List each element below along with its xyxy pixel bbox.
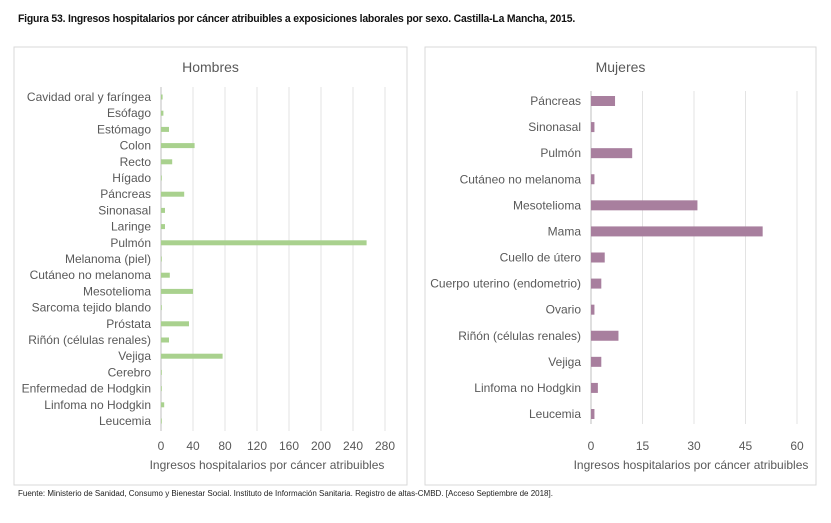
bar — [591, 278, 602, 289]
category-label: Mesotelioma — [513, 198, 581, 212]
figure-title: Figura 53. Ingresos hospitalarios por cá… — [18, 13, 576, 25]
x-tick-label: 30 — [687, 439, 701, 453]
x-tick-label: 45 — [739, 439, 753, 453]
category-label: Páncreas — [530, 94, 581, 108]
category-label: Próstata — [106, 317, 151, 331]
bar — [161, 224, 165, 230]
bar — [161, 386, 162, 392]
category-label: Cuerpo uterino (endometrio) — [430, 277, 581, 291]
category-label: Mesotelioma — [83, 284, 151, 298]
category-label: Cerebro — [108, 365, 152, 379]
bar — [161, 126, 169, 132]
bar — [591, 226, 763, 237]
bar — [161, 288, 193, 294]
bar — [591, 200, 698, 211]
panel-title: Mujeres — [596, 59, 646, 75]
x-tick-label: 280 — [375, 439, 395, 453]
category-label: Laringe — [111, 220, 151, 234]
bar — [591, 96, 616, 106]
category-label: Vejiga — [548, 355, 581, 369]
x-tick-label: 80 — [218, 439, 232, 453]
category-label: Pulmón — [540, 146, 581, 160]
bar — [161, 110, 164, 116]
category-label: Mama — [548, 224, 582, 238]
category-label: Linfoma no Hodgkin — [44, 398, 151, 412]
bar — [591, 304, 595, 315]
bar — [161, 418, 162, 424]
category-label: Riñón (células renales) — [458, 329, 581, 343]
panel-border — [424, 46, 817, 486]
category-label: Recto — [120, 155, 152, 169]
category-label: Sinonasal — [98, 203, 151, 217]
category-label: Enfermedad de Hodgkin — [22, 382, 151, 396]
bar — [161, 94, 163, 100]
bar — [161, 256, 162, 262]
bar — [591, 356, 602, 367]
category-label: Sinonasal — [528, 120, 581, 134]
x-tick-label: 120 — [247, 439, 267, 453]
bar — [161, 305, 162, 311]
panel-title: Hombres — [182, 59, 239, 75]
bar — [161, 353, 223, 359]
category-label: Estómago — [97, 122, 151, 136]
bar — [591, 174, 595, 185]
source-note: Fuente: Ministerio de Sanidad, Consumo y… — [18, 489, 553, 498]
category-label: Cutáneo no melanoma — [460, 172, 582, 186]
x-tick-label: 240 — [343, 439, 363, 453]
bar — [591, 382, 598, 393]
panel-hombres: Hombres 0 40 80 120 160 200 240 280 Cavidad oral … — [13, 46, 408, 486]
category-label: Sarcoma tejido blando — [32, 301, 152, 315]
bar — [161, 207, 165, 213]
category-label: Hígado — [112, 171, 151, 185]
bar — [161, 321, 189, 327]
x-tick-label: 200 — [311, 439, 331, 453]
bar — [161, 402, 165, 408]
bar — [161, 272, 170, 278]
x-tick-label: 40 — [186, 439, 200, 453]
category-label: Melanoma (piel) — [65, 252, 151, 266]
category-label: Ovario — [546, 303, 582, 317]
panel-mujeres: Mujeres 0 15 30 45 60 Páncreas Sinonasal Pulmón C… — [424, 46, 817, 486]
bar — [591, 252, 605, 263]
category-label: Pulmón — [110, 236, 151, 250]
x-axis-label: Ingresos hospitalarios por cáncer atribu… — [150, 458, 385, 472]
bar — [591, 122, 595, 133]
category-label: Leucemia — [529, 407, 581, 421]
bar — [161, 143, 195, 149]
category-label: Leucemia — [99, 414, 151, 428]
bar — [161, 191, 185, 197]
x-tick-label: 60 — [790, 439, 804, 453]
category-label: Linfoma no Hodgkin — [474, 381, 581, 395]
category-label: Cavidad oral y faríngea — [27, 90, 151, 104]
bar — [591, 148, 633, 159]
bar — [161, 240, 367, 246]
category-label: Páncreas — [100, 187, 151, 201]
bar — [161, 337, 169, 343]
bar — [591, 330, 619, 341]
panel-border — [13, 46, 408, 486]
x-tick-label: 0 — [158, 439, 165, 453]
x-tick-label: 160 — [279, 439, 299, 453]
category-label: Vejiga — [118, 349, 151, 363]
bar — [161, 175, 162, 181]
x-axis-label: Ingresos hospitalarios por cáncer atribu… — [574, 458, 809, 472]
category-label: Esófago — [107, 106, 151, 120]
category-label: Colon — [120, 139, 151, 153]
bar — [161, 369, 162, 375]
category-label: Cutáneo no melanoma — [30, 268, 152, 282]
category-label: Riñón (células renales) — [28, 333, 151, 347]
category-label: Cuello de útero — [500, 251, 582, 265]
bar — [591, 409, 595, 419]
x-tick-label: 15 — [636, 439, 650, 453]
bar — [161, 159, 173, 165]
x-tick-label: 0 — [588, 439, 595, 453]
